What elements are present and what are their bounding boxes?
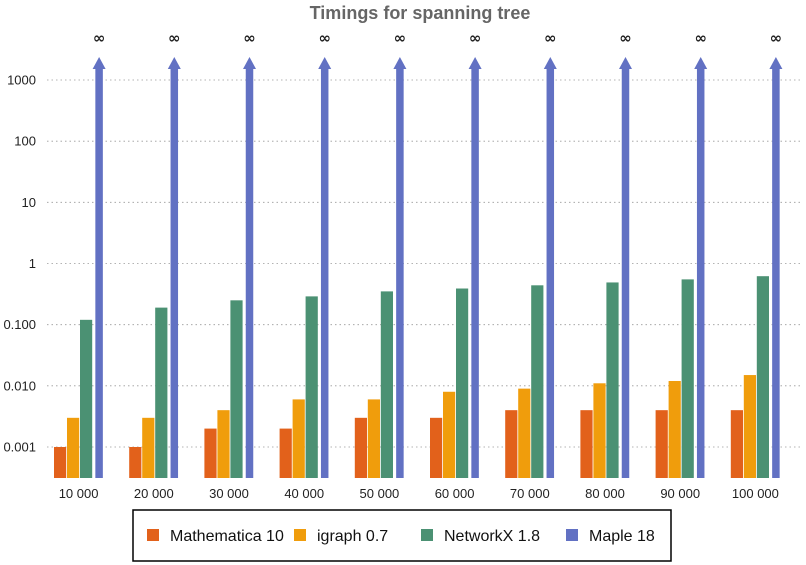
infinite-bar-arrow: [393, 57, 407, 69]
bar: [230, 300, 243, 478]
infinite-bar: [546, 68, 555, 478]
bar: [505, 410, 518, 478]
infinite-bar: [621, 68, 630, 478]
bar: [593, 383, 606, 478]
y-tick-label: 10: [22, 195, 36, 210]
bar: [305, 296, 318, 478]
infinity-label: ∞: [243, 29, 256, 47]
y-tick-label: 0.100: [3, 317, 36, 332]
infinite-bar-arrow: [167, 57, 181, 69]
x-tick-label: 20 000: [134, 486, 174, 501]
bar: [292, 399, 305, 478]
infinity-label: ∞: [619, 29, 632, 47]
bar: [580, 410, 593, 478]
infinity-label: ∞: [770, 29, 783, 47]
bar: [681, 279, 694, 478]
legend-swatch: [294, 529, 306, 541]
infinity-label: ∞: [469, 29, 482, 47]
bar: [67, 417, 80, 478]
legend-swatch: [147, 529, 159, 541]
bar: [443, 391, 456, 478]
y-tick-label: 1: [29, 256, 36, 271]
bar: [606, 282, 619, 478]
bar: [743, 375, 756, 478]
bars: ∞ ∞ ∞ ∞ ∞ ∞ ∞ ∞ ∞ ∞: [54, 29, 783, 478]
legend-label: Mathematica 10: [170, 528, 284, 545]
x-tick-label: 70 000: [510, 486, 550, 501]
infinite-bar-arrow: [619, 57, 632, 69]
infinity-label: ∞: [318, 29, 331, 47]
bar: [354, 417, 367, 478]
infinite-bar-arrow: [769, 57, 783, 69]
bar: [456, 288, 469, 478]
infinite-bar: [245, 68, 254, 478]
infinite-bar: [95, 68, 103, 478]
y-axis-ticks: 0.001 0.010 0.100 1 10 100 1000: [3, 73, 36, 455]
legend-label: NetworkX 1.8: [444, 528, 540, 545]
infinity-label: ∞: [544, 29, 557, 47]
x-tick-label: 80 000: [585, 486, 625, 501]
y-tick-label: 1000: [7, 73, 36, 88]
x-tick-label: 60 000: [435, 486, 475, 501]
infinite-bar: [170, 68, 179, 478]
bar: [80, 319, 93, 478]
infinity-label: ∞: [394, 29, 407, 47]
bar: [668, 380, 681, 478]
infinite-bar-arrow: [694, 57, 708, 69]
infinity-label: ∞: [168, 29, 181, 47]
legend-box: [132, 509, 672, 562]
legend-label: Maple 18: [589, 528, 655, 545]
y-tick-label: 100: [14, 134, 36, 149]
legend-swatch: [421, 529, 433, 541]
bar: [518, 388, 531, 478]
bar: [655, 410, 668, 478]
bar: [54, 447, 67, 478]
bar: [756, 276, 769, 478]
y-tick-label: 0.010: [3, 378, 36, 393]
bar: [129, 447, 142, 478]
x-tick-label: 40 000: [284, 486, 324, 501]
x-tick-label: 100 000: [732, 486, 779, 501]
x-axis-ticks: 10 000 20 000 30 000 40 000 50 000 60 000 70 0…: [59, 486, 779, 501]
legend-label: igraph 0.7: [317, 528, 388, 545]
y-tick-label: 0.001: [3, 440, 36, 455]
infinite-bar: [320, 68, 329, 478]
legend: Mathematica 10 igraph 0.7 NetworkX 1.8 Mapl…: [147, 528, 655, 545]
infinite-bar: [696, 68, 705, 478]
infinite-bar-arrow: [318, 57, 332, 69]
x-tick-label: 90 000: [660, 486, 700, 501]
infinite-bar-arrow: [92, 57, 106, 69]
infinity-label: ∞: [93, 29, 106, 47]
bar: [730, 410, 743, 478]
bar: [155, 307, 168, 478]
chart-title: Timings for spanning tree: [310, 3, 531, 23]
x-tick-label: 10 000: [59, 486, 99, 501]
bar: [217, 410, 230, 478]
x-tick-label: 50 000: [360, 486, 400, 501]
infinite-bar-arrow: [543, 57, 557, 69]
bar: [204, 428, 217, 478]
bar: [142, 417, 155, 478]
bar: [430, 417, 443, 478]
infinite-bar-arrow: [468, 57, 482, 69]
bar: [367, 399, 380, 478]
bar: [531, 285, 544, 478]
infinite-bar: [471, 68, 479, 478]
legend-swatch: [566, 529, 578, 541]
infinite-bar: [772, 68, 780, 478]
bar: [279, 428, 292, 478]
infinity-label: ∞: [694, 29, 707, 47]
infinite-bar: [396, 68, 404, 478]
bar: [380, 291, 393, 478]
infinite-bar-arrow: [243, 57, 256, 69]
x-tick-label: 30 000: [209, 486, 249, 501]
